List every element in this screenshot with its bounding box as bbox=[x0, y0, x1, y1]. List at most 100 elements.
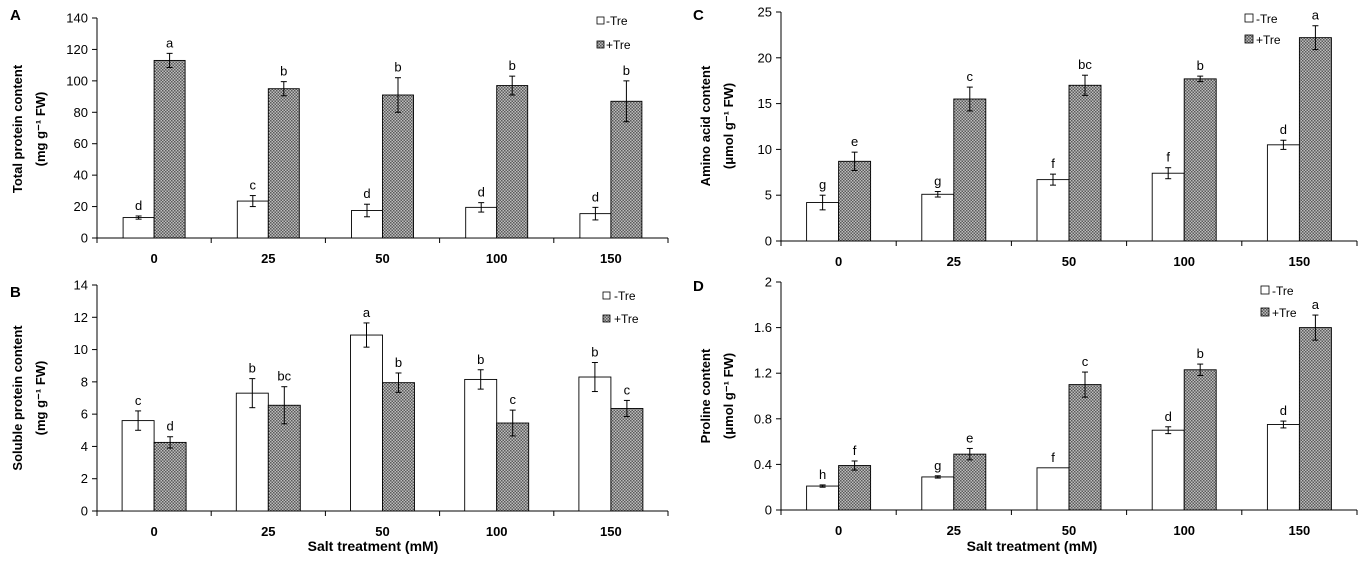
panel-d-letter: D bbox=[693, 278, 704, 295]
panel-d-plot: 0 0.4 0.8 1.2 1.6 2 0 25 50 100 150 h g f d d f e c b a bbox=[754, 275, 1358, 538]
panel-b-significance-letter: a bbox=[363, 305, 371, 320]
panel-a-significance-letter: b bbox=[394, 60, 401, 75]
panel-b-legend-minus: -Tre bbox=[614, 289, 636, 303]
panel-a-significance-letter: b bbox=[280, 64, 287, 79]
panel-d-x-tick-label: 150 bbox=[1289, 523, 1311, 538]
panel-b-x-tick-label: 50 bbox=[375, 524, 389, 539]
panel-c-x-tick-label: 150 bbox=[1289, 254, 1311, 269]
panel-d-y-tick-label: 2 bbox=[765, 275, 772, 290]
panel-d-y-tick-label: 0.4 bbox=[754, 457, 772, 472]
panel-a-y-tick-label: 20 bbox=[74, 199, 88, 214]
panel-a-y-tick-label: 140 bbox=[66, 11, 88, 26]
panel-b-significance-letter: b bbox=[395, 355, 402, 370]
panel-c-x-tick-label: 100 bbox=[1173, 254, 1195, 269]
panel-c-bar-plus bbox=[1183, 78, 1217, 242]
panel-b-bar-plus bbox=[496, 422, 530, 512]
panel-a-significance-letter: d bbox=[363, 186, 370, 201]
panel-a-legend-minus: -Tre bbox=[606, 14, 628, 28]
panel-d-significance-letter: h bbox=[819, 467, 826, 482]
panel-d-yunit: (μmol g⁻¹ FW) bbox=[721, 353, 736, 439]
panel-a-plot: 0 20 40 60 80 100 120 140 0 25 50 100 150 d c d d d a b b b b bbox=[66, 11, 669, 266]
panel-d-significance-letter: e bbox=[966, 430, 973, 445]
panel-c-significance-letter: a bbox=[1312, 8, 1320, 23]
panel-d-xlabel: Salt treatment (mM) bbox=[967, 538, 1098, 554]
panel-d-significance-letter: d bbox=[1280, 403, 1287, 418]
panel-b-legend-plus: +Tre bbox=[614, 312, 639, 326]
panel-a-legend-plus: +Tre bbox=[606, 38, 631, 52]
panel-a-legend: -Tre +Tre bbox=[596, 14, 631, 52]
panel-b-x-tick-label: 25 bbox=[261, 524, 275, 539]
panel-a-significance-letter: b bbox=[623, 63, 630, 78]
panel-b-ylabel: Soluble protein content bbox=[10, 325, 25, 471]
panel-b-significance-letter: b bbox=[249, 361, 256, 376]
panel-d-x-tick-label: 25 bbox=[947, 523, 961, 538]
panel-d-significance-letter: b bbox=[1197, 346, 1204, 361]
panel-d-bar-minus bbox=[1151, 429, 1185, 511]
panel-c-significance-letter: d bbox=[1280, 122, 1287, 137]
panel-c-bar-plus bbox=[1298, 37, 1332, 242]
panel-b-bar-plus bbox=[153, 441, 187, 512]
panel-a-yunit: (mg g⁻¹ FW) bbox=[33, 92, 48, 167]
panel-c-legend-swatch-plus bbox=[1244, 34, 1254, 44]
panel-a-x-tick-label: 100 bbox=[486, 251, 508, 266]
panel-a-x-tick-label: 50 bbox=[375, 251, 389, 266]
panel-b-significance-letter: c bbox=[509, 392, 516, 407]
panel-d-x-tick-label: 100 bbox=[1173, 523, 1195, 538]
panel-c-letter: C bbox=[693, 7, 704, 24]
panel-b-significance-letter: bc bbox=[277, 369, 291, 384]
panel-d-bar-minus bbox=[1036, 467, 1070, 511]
panel-b-y-tick-label: 2 bbox=[81, 471, 88, 486]
panel-c-significance-letter: e bbox=[851, 134, 858, 149]
panel-d-bar-plus bbox=[1298, 327, 1332, 511]
panel-c-legend-minus: -Tre bbox=[1256, 12, 1278, 26]
panel-b-bar-minus bbox=[121, 420, 155, 512]
panel-b-bar-minus bbox=[464, 378, 498, 512]
panel-d-y-tick-label: 0 bbox=[765, 503, 772, 518]
panel-c-bar-plus bbox=[1068, 84, 1102, 242]
panel-b-significance-letter: b bbox=[591, 344, 598, 359]
panel-b-significance-letter: c bbox=[624, 382, 631, 397]
panel-b-y-tick-label: 4 bbox=[81, 439, 88, 454]
panel-a-significance-letter: b bbox=[509, 58, 516, 73]
panel-c-y-tick-label: 15 bbox=[758, 96, 772, 111]
panel-d-y-tick-label: 1.6 bbox=[754, 320, 772, 335]
panel-d-significance-letter: d bbox=[1165, 409, 1172, 424]
panel-c-yunit: (μmol g⁻¹ FW) bbox=[721, 83, 736, 169]
panel-b-y-tick-label: 14 bbox=[74, 278, 88, 293]
panel-d-bar-plus bbox=[953, 453, 987, 511]
panel-c-bar-plus bbox=[838, 160, 872, 242]
panel-b-bar-minus bbox=[235, 392, 269, 512]
panel-a-x-tick-label: 150 bbox=[600, 251, 622, 266]
panel-c-significance-letter: f bbox=[1166, 150, 1170, 165]
panel-a-x-tick-label: 0 bbox=[150, 251, 157, 266]
panel-d-legend-plus: +Tre bbox=[1272, 306, 1297, 320]
panel-d-bar-plus bbox=[838, 465, 872, 511]
panel-a-bar-minus bbox=[122, 217, 155, 239]
panel-d-significance-letter: a bbox=[1312, 297, 1320, 312]
panel-a-y-tick-label: 60 bbox=[74, 136, 88, 151]
panel-c-significance-letter: g bbox=[934, 174, 941, 189]
panel-b-xlabel: Salt treatment (mM) bbox=[308, 538, 439, 554]
panel-d-bar-minus bbox=[921, 476, 955, 511]
panel-d-bar-plus bbox=[1068, 384, 1102, 511]
panel-a-bar-plus bbox=[382, 94, 414, 239]
panel-a-significance-letter: a bbox=[166, 35, 174, 50]
panel-c-significance-letter: g bbox=[819, 177, 826, 192]
panel-b-legend: -Tre +Tre bbox=[602, 289, 639, 326]
panel-d-bar-plus bbox=[1183, 369, 1217, 511]
panel-c-x-tick-label: 0 bbox=[835, 254, 842, 269]
panel-c-y-tick-label: 10 bbox=[758, 142, 772, 157]
panel-c-bar-plus bbox=[953, 98, 987, 242]
panel-b-bar-plus bbox=[610, 408, 644, 512]
panel-a-x-tick-label: 25 bbox=[261, 251, 275, 266]
panel-a-ylabel: Total protein content bbox=[10, 64, 25, 193]
panel-d-legend: -Tre +Tre bbox=[1260, 284, 1297, 320]
panel-d-significance-letter: c bbox=[1082, 354, 1089, 369]
panel-c-significance-letter: f bbox=[1051, 156, 1055, 171]
panel-d-ylabel: Proline content bbox=[698, 348, 713, 443]
panel-a-letter: A bbox=[10, 7, 21, 24]
panel-a-bar-plus bbox=[153, 59, 186, 239]
panel-b-y-tick-label: 12 bbox=[74, 310, 88, 325]
panel-b-y-tick-label: 0 bbox=[81, 504, 88, 519]
